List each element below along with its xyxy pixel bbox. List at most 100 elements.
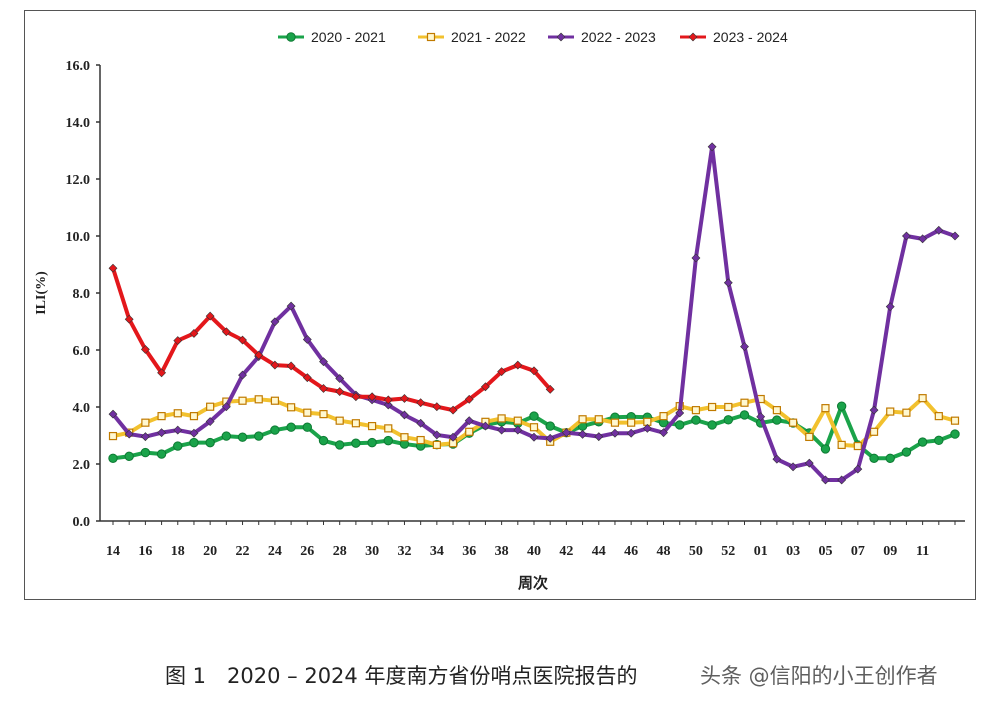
data-point [367, 392, 377, 402]
x-tick-label: 01 [754, 544, 768, 559]
legend-label: 2023 - 2024 [713, 29, 788, 45]
data-point [869, 453, 879, 463]
data-point [804, 458, 814, 468]
data-point [303, 408, 312, 417]
data-point [723, 278, 733, 288]
data-point [918, 234, 928, 244]
data-point [173, 409, 182, 418]
x-tick-label: 34 [430, 544, 444, 559]
data-point [740, 398, 749, 407]
data-point [788, 418, 798, 427]
data-point [335, 387, 345, 397]
data-point [610, 428, 620, 438]
data-point [254, 395, 263, 404]
data-point [821, 475, 830, 485]
data-point [950, 231, 960, 241]
y-tick-label: 6.0 [73, 344, 91, 359]
data-point [578, 429, 588, 439]
data-point [156, 449, 167, 459]
legend-label: 2020 - 2021 [311, 29, 386, 45]
x-tick-label: 46 [624, 544, 638, 559]
data-point [659, 412, 668, 421]
data-point [594, 415, 603, 424]
data-point [934, 412, 943, 421]
data-point [157, 412, 166, 421]
data-point [545, 433, 555, 443]
legend-label: 2021 - 2022 [451, 29, 526, 45]
data-point [934, 435, 944, 446]
series-2021-2022 [108, 394, 960, 451]
data-point [432, 402, 442, 412]
data-point [238, 396, 247, 405]
data-point [189, 437, 199, 448]
x-tick-label: 14 [106, 544, 120, 559]
y-tick-label: 0.0 [73, 515, 91, 530]
data-point [302, 422, 313, 432]
data-point [383, 435, 393, 446]
data-point [108, 453, 118, 463]
x-tick-label: 26 [300, 544, 314, 559]
data-point [837, 475, 847, 485]
x-tick-label: 28 [333, 544, 347, 559]
x-tick-label: 52 [721, 544, 735, 559]
x-tick-label: 30 [365, 544, 379, 559]
data-point [659, 428, 668, 438]
data-point [416, 418, 426, 428]
data-point [432, 430, 442, 440]
data-point [221, 431, 232, 441]
x-tick-label: 40 [527, 544, 541, 559]
data-point [772, 454, 782, 464]
data-point [384, 424, 393, 433]
data-point [367, 421, 377, 431]
data-point [270, 317, 280, 327]
data-point [206, 402, 215, 411]
x-tick-label: 18 [171, 544, 185, 559]
x-tick-label: 22 [236, 544, 250, 559]
data-point [821, 404, 830, 413]
x-tick-label: 44 [592, 544, 606, 559]
data-point [286, 301, 296, 311]
data-point [286, 361, 296, 371]
data-point [853, 441, 862, 451]
data-point [480, 421, 490, 431]
data-point [724, 402, 733, 412]
watermark: 头条 @信阳的小王创作者 [700, 664, 938, 688]
data-point [545, 421, 555, 431]
x-axis-label: 周次 [518, 574, 548, 592]
data-point [917, 437, 928, 447]
data-point [885, 302, 895, 312]
data-point [497, 425, 507, 435]
data-point [513, 425, 523, 435]
data-point [319, 357, 328, 367]
legend-marker [426, 32, 436, 42]
data-point [837, 440, 846, 450]
legend-marker [688, 32, 698, 42]
data-point [853, 464, 863, 474]
data-point [950, 429, 960, 439]
data-point [772, 415, 782, 425]
data-point [221, 327, 231, 337]
legend: 2020 - 2021 2021 - 2022 2022 - 2023 2023 - … [278, 29, 788, 45]
data-point [173, 441, 183, 451]
data-point [513, 416, 522, 425]
data-point [383, 400, 393, 410]
data-point [886, 407, 895, 416]
x-tick-label: 24 [268, 544, 282, 559]
data-point [432, 440, 441, 450]
data-point [788, 462, 798, 472]
axes: 0.0 2.0 4.0 6.0 8.0 10.0 12.0 14.0 16.0 14 16 18 20 2… [66, 59, 965, 559]
data-point [173, 425, 183, 435]
y-tick-label: 10.0 [66, 230, 91, 245]
figure-caption: 图 1 2020 – 2024 年度南方省份哨点医院报告的 [165, 664, 638, 688]
data-point [205, 437, 215, 448]
data-point [464, 394, 474, 404]
data-point [238, 370, 247, 380]
data-point [869, 427, 879, 436]
data-point [578, 415, 587, 424]
y-tick-label: 14.0 [66, 116, 91, 131]
data-point [383, 395, 393, 405]
y-tick-label: 2.0 [73, 458, 91, 473]
x-tick-label: 50 [689, 544, 703, 559]
data-point [270, 425, 280, 435]
data-point [140, 447, 151, 458]
